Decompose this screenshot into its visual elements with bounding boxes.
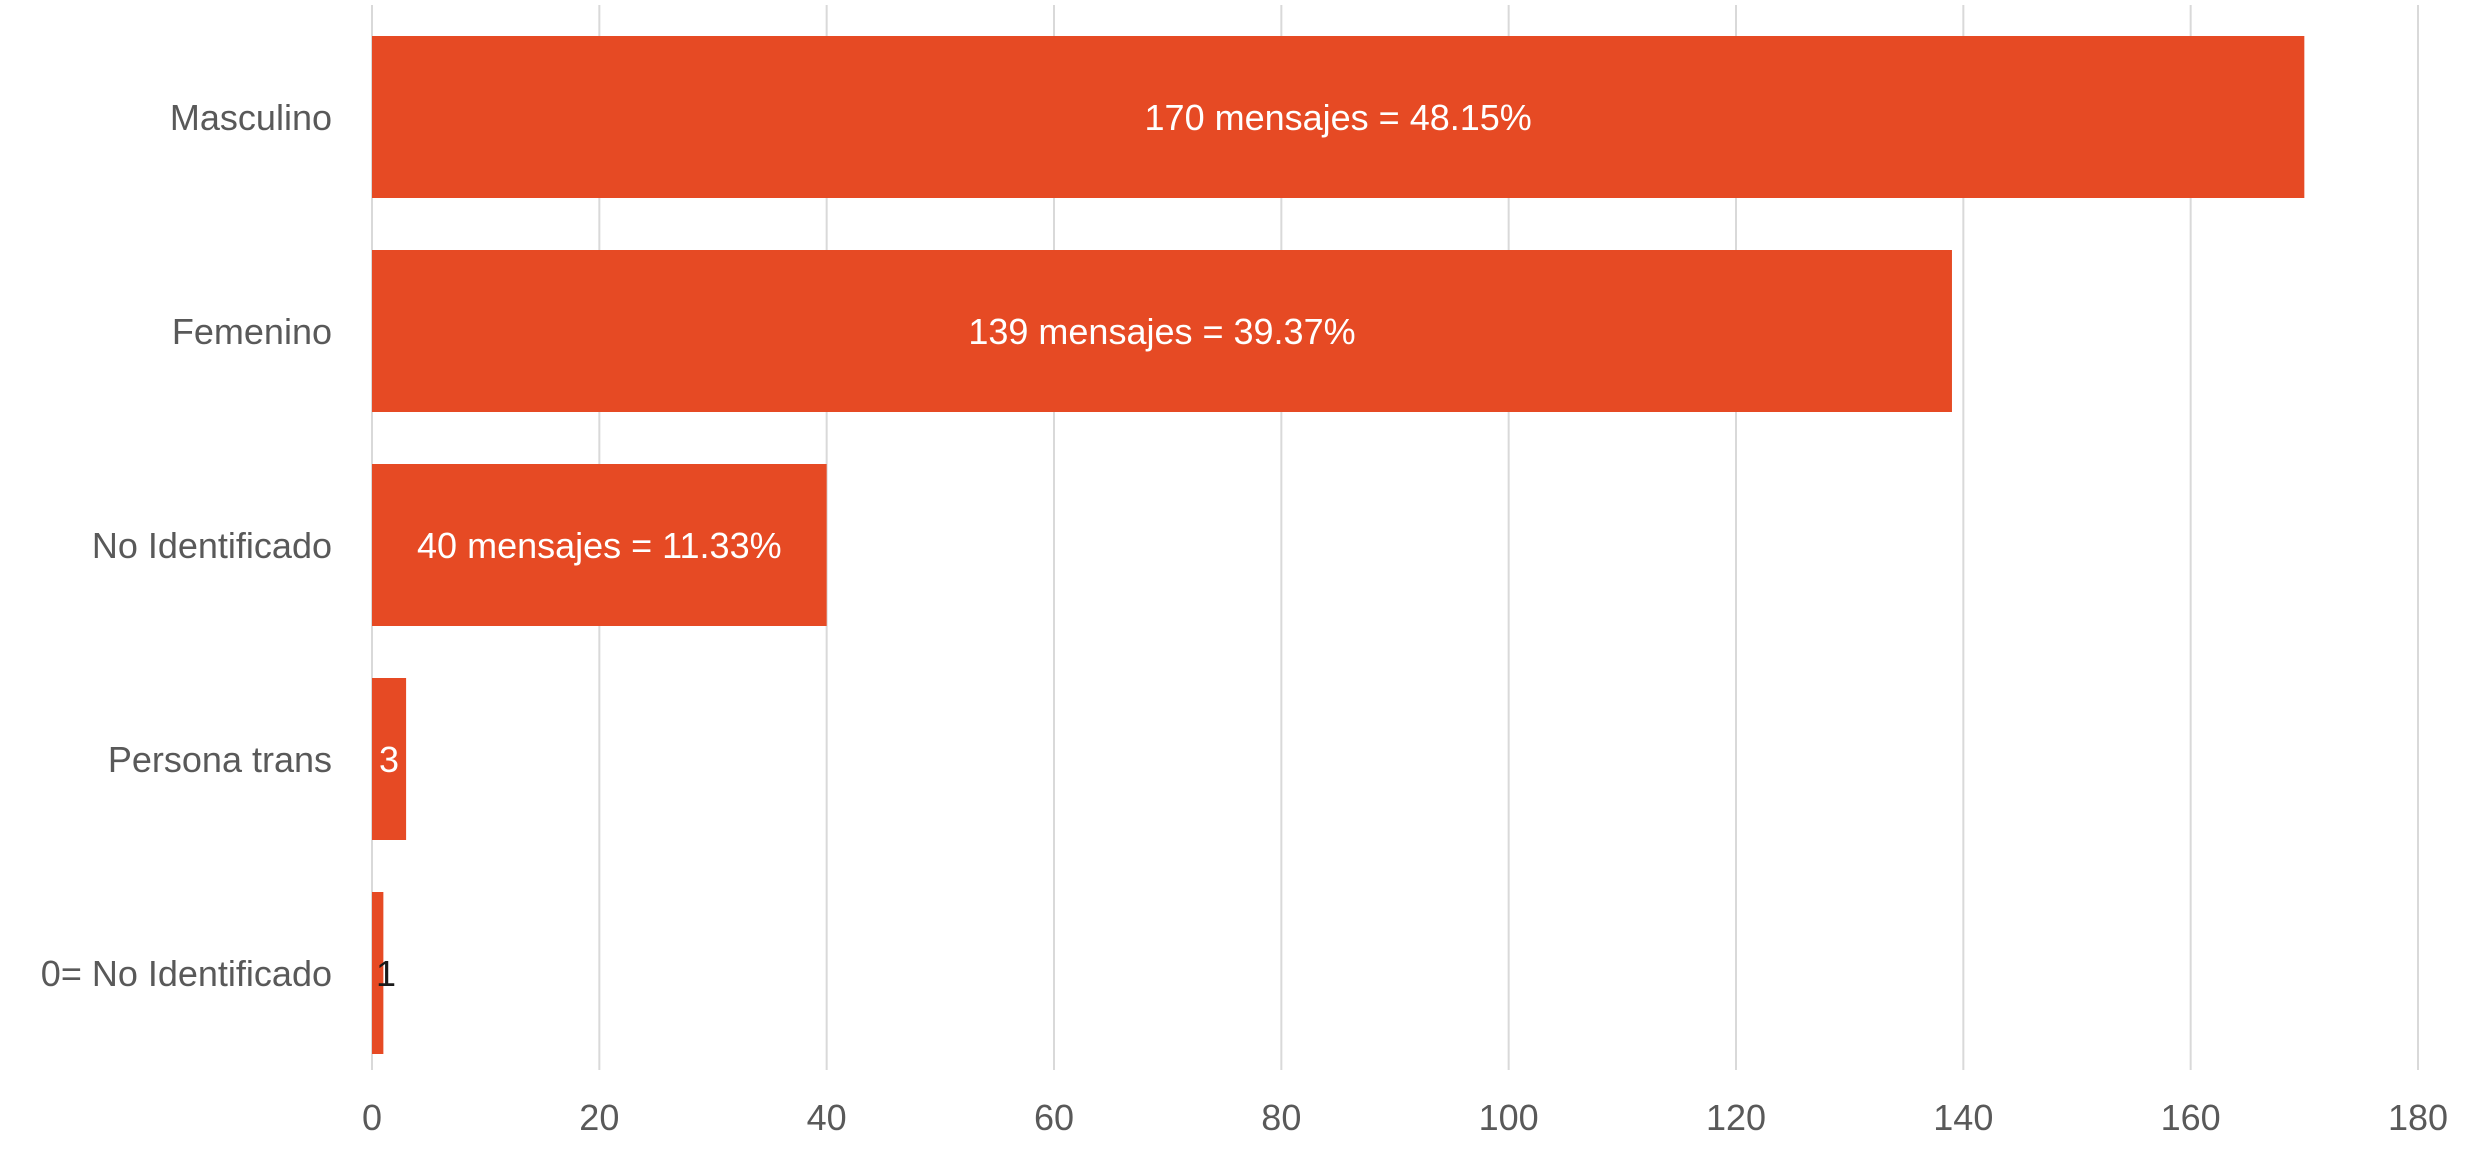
x-tick-label: 140 [1933,1097,1993,1138]
bar-femenino [372,250,1952,412]
x-tick-label: 120 [1706,1097,1766,1138]
x-tick-label: 0 [362,1097,382,1138]
bar-masculino [372,36,2305,198]
x-tick-label: 60 [1034,1097,1074,1138]
data-label: 170 mensajes = 48.15% [1145,97,1532,138]
bar-0-no-identificado [372,892,384,1054]
x-tick-label: 100 [1479,1097,1539,1138]
x-tick-label: 20 [579,1097,619,1138]
x-tick-label: 160 [2161,1097,2221,1138]
bar-no-identificado [372,464,827,626]
x-tick-labels: 0 20 40 60 80 100 120 140 160 180 [362,1097,2448,1138]
x-tick-label: 40 [807,1097,847,1138]
category-labels: Masculino Femenino No Identificado Persona … [41,97,332,994]
data-label: 139 mensajes = 39.37% [968,311,1355,352]
x-tick-label: 80 [1261,1097,1301,1138]
data-label: 3 [379,739,399,780]
category-label: 0= No Identificado [41,953,332,994]
data-labels: 170 mensajes = 48.15% 139 mensajes = 39.3… [376,97,1532,994]
category-label: No Identificado [92,525,332,566]
category-label: Persona trans [108,739,332,780]
bar-persona-trans [372,678,407,840]
category-label: Femenino [172,311,332,352]
data-label: 40 mensajes = 11.33% [417,525,782,566]
category-label: Masculino [170,97,332,138]
bars [372,36,2305,1054]
x-tick-label: 180 [2388,1097,2448,1138]
data-label: 1 [376,953,396,994]
